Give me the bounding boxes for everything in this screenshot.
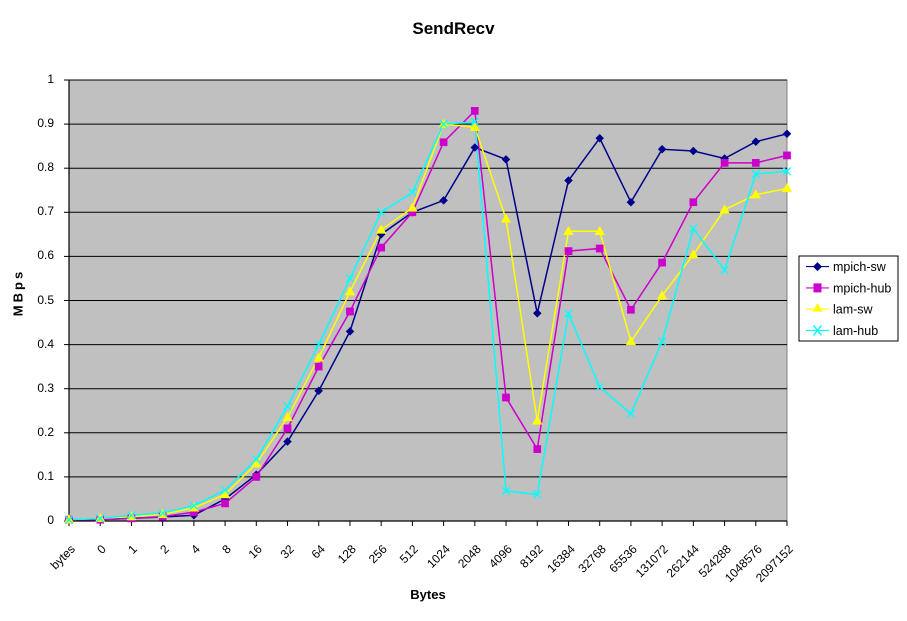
svg-text:mpich-sw: mpich-sw — [833, 260, 887, 274]
svg-text:lam-hub: lam-hub — [833, 324, 878, 338]
svg-text:lam-sw: lam-sw — [833, 303, 874, 317]
svg-text:mpich-hub: mpich-hub — [833, 282, 891, 296]
